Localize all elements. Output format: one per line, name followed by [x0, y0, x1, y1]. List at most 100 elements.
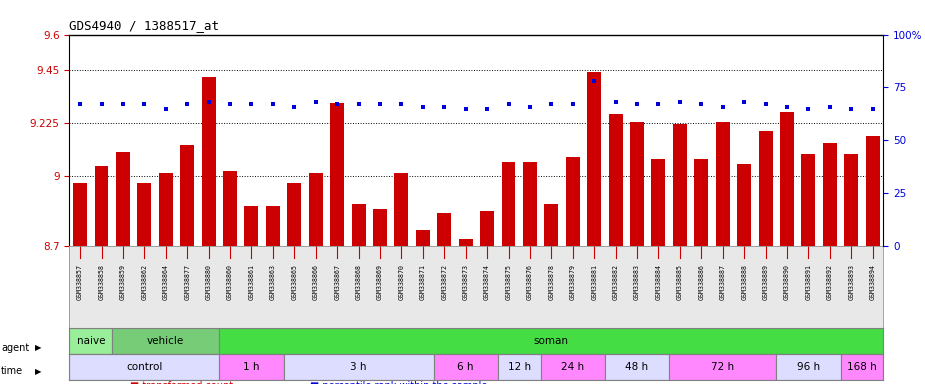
Bar	[159, 173, 173, 246]
Point	[736, 99, 751, 105]
Point	[94, 101, 109, 108]
Text: GSM338885: GSM338885	[677, 264, 683, 300]
Point	[672, 99, 687, 105]
Text: GSM338870: GSM338870	[399, 264, 404, 300]
Text: GSM338879: GSM338879	[570, 264, 575, 300]
Text: 48 h: 48 h	[625, 362, 648, 372]
Point	[715, 103, 730, 109]
Text: 3 h: 3 h	[351, 362, 367, 372]
Text: ■ percentile rank within the sample: ■ percentile rank within the sample	[310, 381, 487, 384]
Text: GSM338892: GSM338892	[827, 264, 832, 300]
Text: GSM338872: GSM338872	[441, 264, 448, 300]
Point	[158, 106, 173, 112]
Point	[265, 101, 280, 108]
Bar	[112, 328, 219, 354]
Text: soman: soman	[534, 336, 569, 346]
Point	[73, 101, 88, 108]
Text: 24 h: 24 h	[561, 362, 585, 372]
Text: GSM338875: GSM338875	[505, 264, 512, 300]
Bar	[94, 166, 108, 246]
Bar	[776, 354, 841, 380]
Bar	[416, 230, 430, 246]
Point	[137, 101, 152, 108]
Text: 1 h: 1 h	[243, 362, 260, 372]
Text: 168 h: 168 h	[847, 362, 877, 372]
Bar	[244, 206, 258, 246]
Text: GSM338889: GSM338889	[762, 264, 769, 300]
Text: GSM338881: GSM338881	[591, 264, 598, 300]
Text: ■ transformed count: ■ transformed count	[130, 381, 233, 384]
Bar	[309, 173, 323, 246]
Point	[308, 99, 323, 105]
Bar	[716, 122, 730, 246]
Text: ▶: ▶	[35, 343, 42, 352]
Bar	[523, 162, 536, 246]
Text: 6 h: 6 h	[458, 362, 474, 372]
Text: GSM338865: GSM338865	[291, 264, 297, 300]
Bar	[434, 354, 498, 380]
Text: GSM338876: GSM338876	[527, 264, 533, 300]
Text: ▶: ▶	[35, 367, 42, 376]
Text: 12 h: 12 h	[508, 362, 531, 372]
Bar	[501, 162, 515, 246]
Point	[523, 103, 537, 109]
Text: GSM338867: GSM338867	[334, 264, 340, 300]
Bar	[841, 354, 883, 380]
Point	[586, 78, 601, 84]
Bar	[330, 103, 344, 246]
Text: GSM338887: GSM338887	[720, 264, 726, 300]
Text: GSM338877: GSM338877	[184, 264, 191, 300]
Text: GSM338869: GSM338869	[377, 264, 383, 300]
Text: GSM338878: GSM338878	[549, 264, 554, 300]
Bar	[566, 157, 580, 246]
Text: GSM338894: GSM338894	[870, 264, 876, 300]
Bar	[845, 154, 858, 246]
Bar	[587, 72, 601, 246]
Point	[202, 99, 216, 105]
Text: GSM338859: GSM338859	[120, 264, 126, 300]
Bar	[695, 159, 709, 246]
Point	[544, 101, 559, 108]
Text: agent: agent	[1, 343, 30, 353]
Text: GSM338890: GSM338890	[784, 264, 790, 300]
Point	[415, 103, 430, 109]
Text: GSM338891: GSM338891	[806, 264, 811, 300]
Point	[780, 103, 795, 109]
Point	[651, 101, 666, 108]
Bar	[605, 354, 669, 380]
Point	[329, 101, 344, 108]
Point	[865, 106, 880, 112]
Bar	[630, 122, 644, 246]
Bar	[69, 328, 112, 354]
Text: GSM338874: GSM338874	[484, 264, 490, 300]
Point	[801, 106, 816, 112]
Text: GSM338858: GSM338858	[98, 264, 105, 300]
Point	[244, 101, 259, 108]
Bar	[672, 124, 687, 246]
Bar	[394, 173, 408, 246]
Bar	[116, 152, 130, 246]
Text: GSM338857: GSM338857	[77, 264, 83, 300]
Text: GSM338886: GSM338886	[698, 264, 704, 300]
Text: 72 h: 72 h	[711, 362, 734, 372]
Text: GSM338880: GSM338880	[205, 264, 212, 300]
Point	[480, 106, 495, 112]
Point	[630, 101, 645, 108]
Point	[758, 101, 773, 108]
Bar	[202, 77, 216, 246]
Bar	[669, 354, 776, 380]
Bar	[288, 183, 302, 246]
Text: GDS4940 / 1388517_at: GDS4940 / 1388517_at	[69, 19, 219, 32]
Text: control: control	[126, 362, 163, 372]
Text: GSM338864: GSM338864	[163, 264, 168, 300]
Text: GSM338873: GSM338873	[462, 264, 469, 300]
Bar	[69, 354, 219, 380]
Bar	[545, 204, 559, 246]
Point	[394, 101, 409, 108]
Bar	[284, 354, 434, 380]
Bar	[265, 206, 280, 246]
Bar	[480, 211, 494, 246]
Bar	[823, 143, 837, 246]
Bar	[540, 354, 605, 380]
Text: GSM338863: GSM338863	[270, 264, 276, 300]
